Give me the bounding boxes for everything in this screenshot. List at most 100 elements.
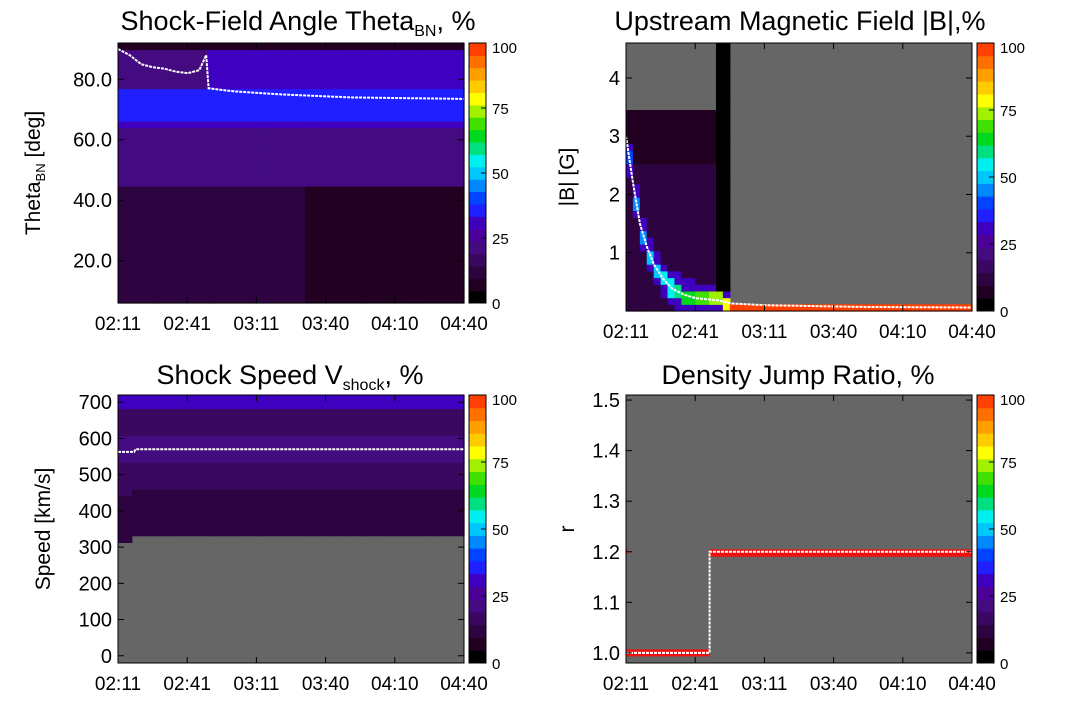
theta-cell: [367, 231, 375, 239]
theta-cell: [194, 283, 202, 291]
vshock-cell: [408, 401, 417, 409]
vshock-cell: [394, 529, 403, 537]
theta-cell: [201, 186, 209, 194]
bfield-cell: [653, 270, 662, 279]
bfield-cell: [722, 284, 731, 292]
bfield-cell: [653, 136, 662, 145]
theta-cell: [221, 264, 230, 272]
theta-cell: [242, 173, 251, 181]
theta-cell: [284, 108, 292, 116]
vshock-x-tick-label: 02:11: [95, 674, 141, 695]
bfield-cell: [722, 203, 731, 212]
theta-cell: [152, 147, 161, 155]
theta-cell: [166, 186, 174, 194]
theta-cell: [380, 108, 389, 116]
bfield-cell: [674, 197, 682, 205]
vshock-cell: [152, 488, 161, 497]
vshock-cell: [339, 482, 347, 490]
vshock-colorbar-swatch: [469, 509, 486, 524]
vshock-cell: [360, 421, 368, 430]
theta-cell: [311, 134, 320, 142]
theta-cell: [242, 205, 251, 213]
vshock-cell: [118, 428, 126, 436]
theta-cell: [311, 212, 320, 220]
vshock-cell: [235, 502, 244, 510]
bfield-colorbar-swatch: [977, 132, 994, 146]
vshock-cell: [415, 435, 424, 443]
theta-cell: [450, 160, 458, 168]
vshock-cell: [443, 441, 451, 450]
theta-cell: [207, 283, 216, 291]
vshock-cell: [394, 522, 403, 530]
theta-cell: [311, 257, 320, 265]
bfield-cell: [709, 203, 717, 212]
bfield-cell: [639, 297, 648, 305]
theta-cell: [394, 192, 403, 200]
theta-cell: [408, 199, 417, 207]
theta-cell: [180, 270, 188, 278]
bfield-cell: [632, 244, 641, 252]
vshock-cell: [291, 515, 299, 523]
vshock-cell: [187, 448, 195, 456]
theta-cell: [304, 127, 313, 135]
theta-cell: [429, 205, 437, 213]
theta-cell: [207, 192, 216, 200]
theta-cell: [187, 160, 195, 168]
vshock-cell: [138, 455, 147, 463]
theta-cell: [291, 160, 299, 168]
vshock-cell: [277, 428, 285, 436]
vshock-cell: [124, 428, 133, 436]
theta-cell: [207, 56, 216, 64]
theta-cell: [166, 127, 174, 135]
theta-cell: [374, 160, 382, 168]
bfield-cell: [799, 304, 807, 312]
vshock-cell: [311, 448, 320, 456]
theta-cell: [166, 140, 174, 148]
theta-cell: [235, 225, 244, 233]
bfield-cell: [632, 217, 641, 225]
theta-cell: [422, 173, 430, 181]
vshock-cell: [374, 448, 382, 456]
theta-cell: [457, 43, 465, 51]
theta-cell: [249, 277, 257, 285]
theta-cell: [228, 121, 237, 129]
bfield-cell: [681, 237, 689, 245]
theta-cell: [422, 251, 430, 259]
vshock-cell: [159, 475, 168, 483]
vshock-cell: [346, 462, 354, 470]
theta-cell: [214, 244, 223, 252]
vshock-cell: [131, 401, 140, 409]
theta-cell: [173, 114, 181, 122]
theta-cell: [304, 225, 313, 233]
vshock-cell: [408, 455, 417, 463]
theta-cell: [270, 218, 278, 226]
vshock-cell: [124, 482, 133, 490]
theta-cell: [457, 108, 465, 116]
bfield-cell: [632, 130, 641, 138]
bfield-cell: [702, 230, 710, 238]
vshock-cell: [415, 522, 424, 530]
vshock-cell: [124, 462, 133, 470]
theta-cell: [118, 218, 126, 226]
theta-cell: [242, 238, 251, 246]
density-colorbar-swatch: [977, 522, 994, 536]
theta-cell: [367, 238, 375, 246]
theta-cell: [284, 212, 292, 220]
vshock-x-tick-label: 04:40: [440, 674, 488, 695]
vshock-cell: [401, 435, 410, 443]
theta-cell: [332, 69, 341, 77]
vshock-cell: [304, 441, 313, 450]
bfield-cell: [653, 230, 662, 238]
theta-cell: [450, 75, 458, 83]
theta-cell: [242, 69, 251, 77]
theta-cell: [221, 231, 230, 239]
vshock-cell: [207, 475, 216, 483]
vshock-cell: [277, 441, 285, 450]
vshock-cell: [242, 415, 251, 423]
vshock-cell: [297, 415, 306, 423]
vshock-cell: [221, 495, 230, 503]
vshock-cell: [214, 482, 223, 490]
bfield-cell: [667, 257, 676, 265]
theta-cell: [256, 166, 264, 174]
vshock-cell: [152, 421, 161, 430]
